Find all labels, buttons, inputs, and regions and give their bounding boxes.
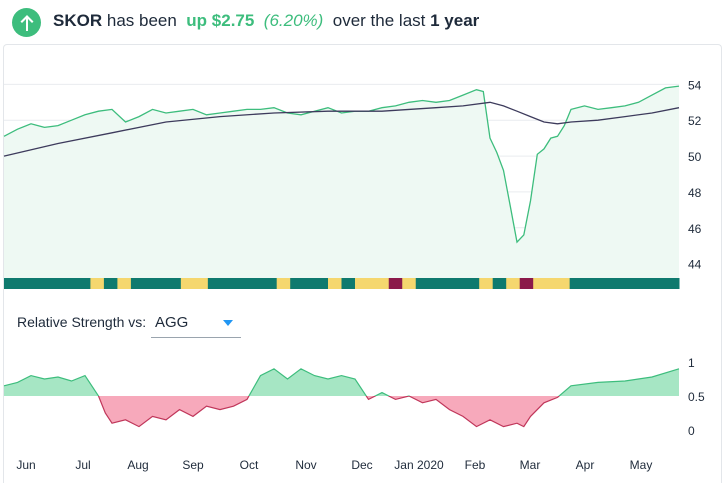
rating-segment	[180, 278, 209, 289]
arrow-up-icon	[12, 8, 41, 37]
x-month-label: Dec	[351, 458, 372, 472]
rating-segment	[103, 278, 118, 289]
rating-segment	[341, 278, 356, 289]
rs-line-negative	[97, 396, 561, 428]
rs-tick-label: 0.5	[688, 390, 705, 404]
rating-segment	[533, 278, 571, 289]
rating-segment	[506, 278, 521, 289]
rating-segment	[492, 278, 507, 289]
summary-text-has-been: has been	[106, 11, 177, 30]
percent-change: (6.20%)	[263, 11, 324, 30]
x-month-label: Feb	[465, 458, 486, 472]
price-change: $2.75	[211, 11, 255, 30]
rating-segment	[479, 278, 494, 289]
y-tick-label: 48	[688, 186, 702, 200]
price-chart: 44 46 48 50 52 54	[3, 78, 702, 289]
x-month-label: Jul	[75, 458, 90, 472]
rating-segment	[519, 278, 534, 289]
rs-negative-area	[4, 396, 679, 427]
y-tick-label: 52	[688, 114, 702, 128]
summary-header: SKOR has been up $2.75 (6.20%) over the …	[0, 0, 726, 44]
rating-segment	[4, 278, 91, 289]
x-month-label: Sep	[182, 458, 204, 472]
rating-segment	[569, 278, 680, 289]
benchmark-select-value: AGG	[155, 314, 189, 331]
chevron-down-icon	[223, 320, 233, 326]
performance-summary: SKOR has been up $2.75 (6.20%) over the …	[53, 11, 479, 31]
relative-strength-chart: 1 0.5 0 Jun Jul Aug Sep Oct Nov Dec Jan 2020 Feb Mar…	[3, 356, 705, 472]
rating-segment	[290, 278, 329, 289]
x-month-label: Jun	[16, 458, 35, 472]
relative-strength-label: Relative Strength vs:	[17, 314, 147, 330]
rating-segment	[130, 278, 182, 289]
rating-segment	[276, 278, 291, 289]
rs-line-positive	[3, 368, 680, 396]
y-tick-label: 50	[688, 150, 702, 164]
x-month-label: Oct	[240, 458, 259, 472]
y-tick-label: 46	[688, 222, 702, 236]
ticker-symbol: SKOR	[53, 11, 103, 30]
time-period: 1 year	[430, 11, 480, 30]
rating-segment	[90, 278, 105, 289]
x-month-label: Aug	[127, 458, 148, 472]
x-month-label: Jan 2020	[394, 458, 444, 472]
rating-segment	[328, 278, 342, 289]
rating-segment	[402, 278, 417, 289]
price-line	[3, 85, 680, 244]
x-month-label: Mar	[520, 458, 541, 472]
y-tick-label: 44	[688, 258, 702, 272]
benchmark-select[interactable]: AGG	[151, 309, 241, 338]
rs-tick-label: 1	[688, 356, 695, 370]
y-tick-label: 54	[688, 78, 702, 92]
direction-text: up	[186, 11, 208, 30]
rating-segment	[415, 278, 480, 289]
rs-positive-area	[4, 368, 679, 396]
moving-average-line	[3, 101, 680, 157]
x-month-label: Nov	[295, 458, 316, 472]
chart-panel	[3, 44, 722, 483]
price-area	[4, 86, 679, 278]
rating-segment	[207, 278, 278, 289]
x-month-label: Apr	[576, 458, 595, 472]
rs-tick-label: 0	[688, 424, 695, 438]
rating-segment	[117, 278, 132, 289]
summary-text-over: over the last	[332, 11, 426, 30]
rating-segment	[388, 278, 403, 289]
x-month-label: May	[630, 458, 653, 472]
rating-segment	[355, 278, 390, 289]
